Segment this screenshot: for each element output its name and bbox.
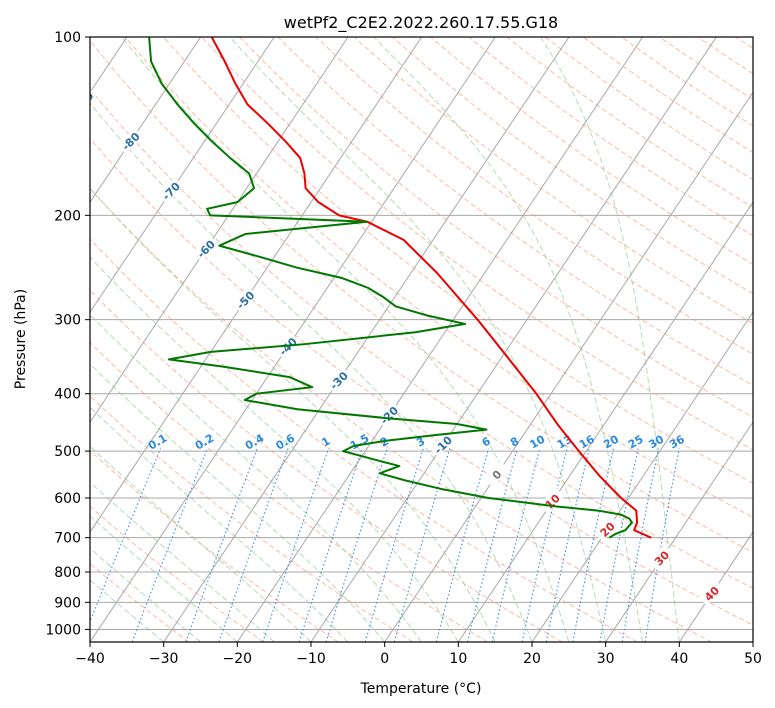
- isotherm: [678, 531, 753, 642]
- isotherm-label-bg: [157, 177, 184, 204]
- isotherm-label: -90: [73, 89, 96, 112]
- isotherm-label-bg: [483, 461, 509, 487]
- mixing-ratio-line: [262, 448, 330, 642]
- dry-adiabat: [90, 238, 638, 642]
- moist-adiabat: [539, 37, 680, 642]
- dewpoint-profile-line: [148, 37, 633, 539]
- x-tick-label: −30: [149, 651, 179, 667]
- isotherm: [605, 421, 753, 642]
- isotherm-label-bg: [539, 487, 565, 514]
- dry-adiabat: [315, 37, 753, 355]
- x-tick-label: 0: [380, 651, 389, 667]
- mixing-ratio-line: [90, 448, 162, 623]
- isotherm: [236, 37, 644, 642]
- mixing-ratio-line: [621, 448, 660, 642]
- moist-adiabat: [90, 515, 238, 642]
- x-tick-label: −20: [223, 651, 253, 667]
- moist-adiabat: [90, 187, 496, 642]
- dry-adiabat: [90, 187, 712, 642]
- isotherm-label-bg: [16, 60, 41, 85]
- mixing-ratio-line: [599, 448, 639, 642]
- mixing-ratio-line: [545, 448, 590, 642]
- moist-adiabat: [90, 481, 275, 642]
- mixing-ratio-line: [325, 448, 388, 642]
- x-tick-label: 40: [670, 651, 688, 667]
- isotherm-label-bg: [648, 544, 674, 571]
- y-tick-label: 100: [54, 30, 81, 46]
- mixing-ratio-line: [131, 448, 208, 642]
- y-tick-label: 600: [54, 491, 81, 507]
- mixing-ratio-line: [491, 448, 541, 642]
- moist-adiabat: [90, 363, 386, 642]
- moist-adiabat: [121, 37, 570, 642]
- y-tick-label: 200: [54, 208, 81, 224]
- isotherm: [310, 37, 717, 642]
- isotherm-label-bg: [375, 401, 402, 428]
- mixing-ratio-line: [218, 448, 289, 642]
- x-axis-title: Temperature (°C): [360, 681, 482, 697]
- x-tick-label: −10: [296, 651, 326, 667]
- isotherm: [531, 311, 753, 642]
- isotherm-label-bg: [231, 286, 258, 313]
- isotherm-label-bg: [698, 580, 724, 606]
- plot-frame: [89, 36, 754, 643]
- x-tick-label: 30: [597, 651, 615, 667]
- dry-adiabat: [201, 37, 753, 451]
- x-tick-label: 10: [449, 651, 467, 667]
- dry-adiabat: [353, 37, 753, 325]
- x-tick-label: −40: [75, 651, 105, 667]
- isotherm: [384, 91, 753, 642]
- isotherm-label-bg: [117, 127, 143, 154]
- moist-adiabat: [90, 579, 164, 642]
- moist-adiabat: [90, 445, 312, 642]
- y-tick-label: 300: [54, 313, 81, 329]
- mixing-ratio-line: [185, 448, 258, 642]
- dry-adiabat: [90, 88, 753, 589]
- isotherm-label-bg: [593, 516, 620, 542]
- y-tick-label: 400: [54, 387, 81, 403]
- isotherm-label: -100: [15, 59, 44, 88]
- isotherm: [90, 37, 349, 423]
- isotherm: [90, 37, 275, 314]
- mixing-ratio-line: [364, 448, 424, 642]
- isotherm: [90, 37, 423, 533]
- mixing-ratio-line: [393, 448, 451, 642]
- y-tick-label: 500: [54, 444, 81, 460]
- y-axis-title: Pressure (hPa): [13, 289, 29, 389]
- isotherm: [457, 201, 753, 642]
- mixing-ratio-line: [466, 448, 518, 642]
- mixing-ratio-line: [298, 448, 363, 642]
- y-tick-label: 1000: [45, 622, 81, 638]
- chart-title: wetPf2_C2E2.2022.260.17.55.G18: [284, 13, 558, 33]
- temperature-profile-line: [210, 37, 652, 539]
- isotherm: [163, 37, 570, 642]
- moist-adiabat: [90, 102, 533, 642]
- moist-adiabat: [90, 313, 422, 642]
- dry-adiabat: [90, 289, 563, 642]
- isotherm-label-bg: [325, 367, 351, 393]
- isotherm: [752, 641, 753, 642]
- mixing-ratio-line: [435, 448, 490, 642]
- y-tick-label: 700: [54, 531, 81, 547]
- x-tick-label: 50: [744, 651, 762, 667]
- isotherm-label-bg: [192, 235, 218, 262]
- plot-background: [90, 37, 753, 642]
- dry-adiabat: [163, 37, 753, 484]
- moist-adiabat: [373, 37, 643, 642]
- dry-adiabat: [90, 341, 488, 642]
- dry-adiabat: [392, 37, 753, 295]
- moist-adiabat: [229, 37, 607, 642]
- x-tick-label: 20: [523, 651, 541, 667]
- y-tick-label: 800: [54, 565, 81, 581]
- isotherm-label-bg: [429, 431, 456, 457]
- y-tick-label: 900: [54, 595, 81, 611]
- mixing-ratio-line: [572, 448, 614, 642]
